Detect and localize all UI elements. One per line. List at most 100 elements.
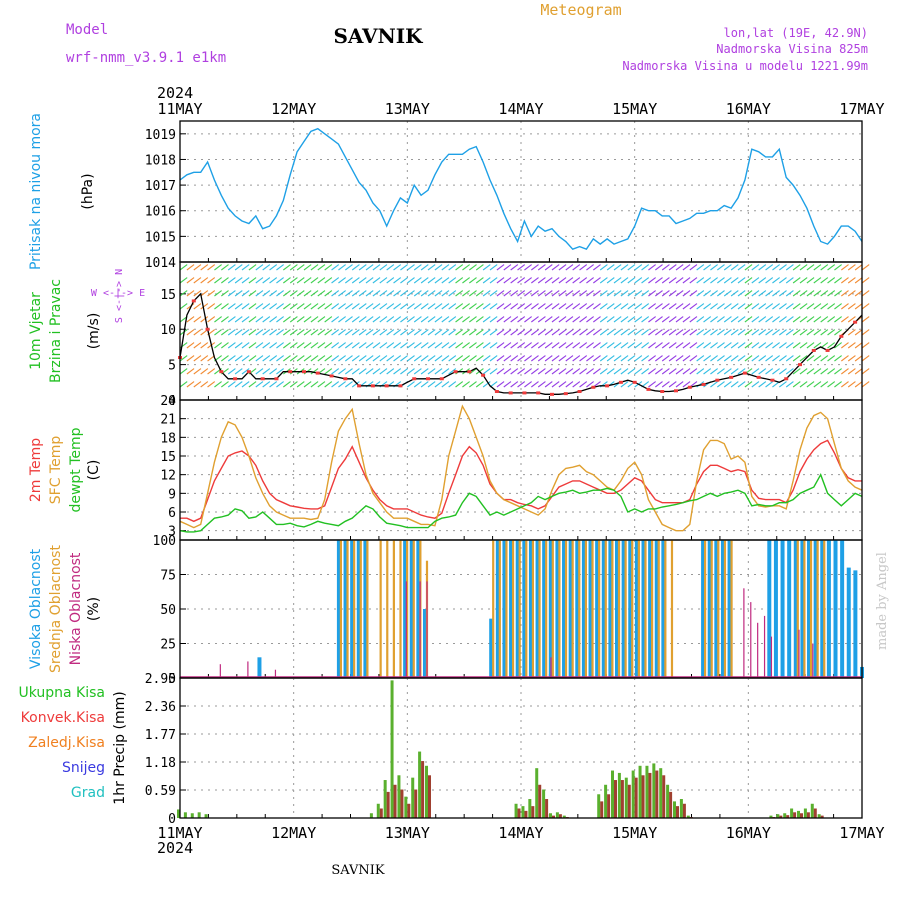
wind-barb [627,316,636,323]
wind-barb [503,303,512,310]
wind-barb [448,303,457,310]
wind-barb [420,303,429,310]
wind-barb [358,264,367,271]
wind-barb [358,303,367,310]
wind-barb [813,264,822,271]
wind-barb [792,342,801,349]
cloud-bar [664,540,667,678]
wind-barb [241,368,250,375]
wind-barb [358,329,367,336]
wind-barb [586,368,594,375]
wind-barb [386,277,395,284]
cloud-bar [545,540,548,678]
cloud-bar [515,540,520,678]
wind-barb [531,303,539,310]
cloud-bar [773,540,778,678]
wind-barb [772,316,780,323]
wind-barb [283,316,291,323]
wind-barb [248,342,257,349]
wind-barb [572,381,581,388]
wind-barb [524,355,532,362]
wind-barb [785,290,794,297]
wind-barb [668,303,677,310]
cloud-bar [714,540,719,678]
wind-barb [489,342,498,349]
wind-barb [324,368,333,375]
wind-barb [772,368,780,375]
wind-barb [207,316,216,323]
wind-barb [262,355,271,362]
wind-barb [661,355,670,362]
wind-barb [283,355,291,362]
wind-barb [613,290,622,297]
wind-barb [503,342,512,349]
wind-barb [441,381,450,388]
wind-barb [537,303,546,310]
wind-barb [827,381,836,388]
cloud-bar [644,540,647,678]
cloud-bar [807,540,812,678]
precip-bar [517,808,521,818]
wind-barb [221,329,229,336]
wind-barb [558,342,567,349]
wind-barb [207,277,216,284]
cloud-bar [621,540,626,678]
wind-barb [751,368,760,375]
wind-barb [799,316,808,323]
wind-gust-marker [563,392,568,396]
year-bottom: 2024 [157,839,193,857]
cloud-bar [403,540,408,678]
wind-barb [579,342,588,349]
wind-barb [365,316,374,323]
wind-barb [393,303,402,310]
wind-barb [531,368,539,375]
cloud-bar [502,540,507,678]
wind-barb [758,290,767,297]
wind-barb [489,316,498,323]
wind-barb [606,329,615,336]
y-tick-label: 18 [160,431,176,446]
wind-barb [324,277,333,284]
wind-barb [434,290,443,297]
wind-barb [730,290,739,297]
wind-barb [345,290,353,297]
x-tick-label-bottom: 13MAY [385,824,430,842]
cloud-bar [730,540,733,678]
y-axis-label: SFC Temp [48,436,64,505]
wind-barb [338,303,346,310]
wind-gust-marker [508,391,513,395]
wind-barb [379,277,388,284]
wind-barb [400,277,408,284]
wind-barb [420,381,429,388]
wind-barb [517,277,526,284]
cloud-bar [422,609,427,678]
y-axis-label: (hPa) [80,173,96,209]
wind-barb [331,290,340,297]
wind-barb [186,264,195,271]
wind-barb [758,277,767,284]
wind-barb [792,316,801,323]
wind-barb [255,381,264,388]
precip-bar [645,765,649,818]
wind-barb [241,290,250,297]
precip-bar [190,813,194,818]
wind-barb [703,368,712,375]
wind-barb [372,329,381,336]
wind-barb [765,329,774,336]
wind-barb [413,342,422,349]
wind-barb [572,342,581,349]
wind-barb [813,381,822,388]
wind-barb [531,277,539,284]
wind-barb [400,329,408,336]
wind-barb [655,342,663,349]
wind-barb [641,316,650,323]
precip-bar [617,772,621,818]
wind-barb [675,290,684,297]
wind-barb [648,316,656,323]
wind-barb [338,381,346,388]
wind-barb [379,303,388,310]
wind-barb [779,277,787,284]
wind-barb [255,316,264,323]
cloud-bar [717,540,720,678]
wind-barb [593,329,601,336]
